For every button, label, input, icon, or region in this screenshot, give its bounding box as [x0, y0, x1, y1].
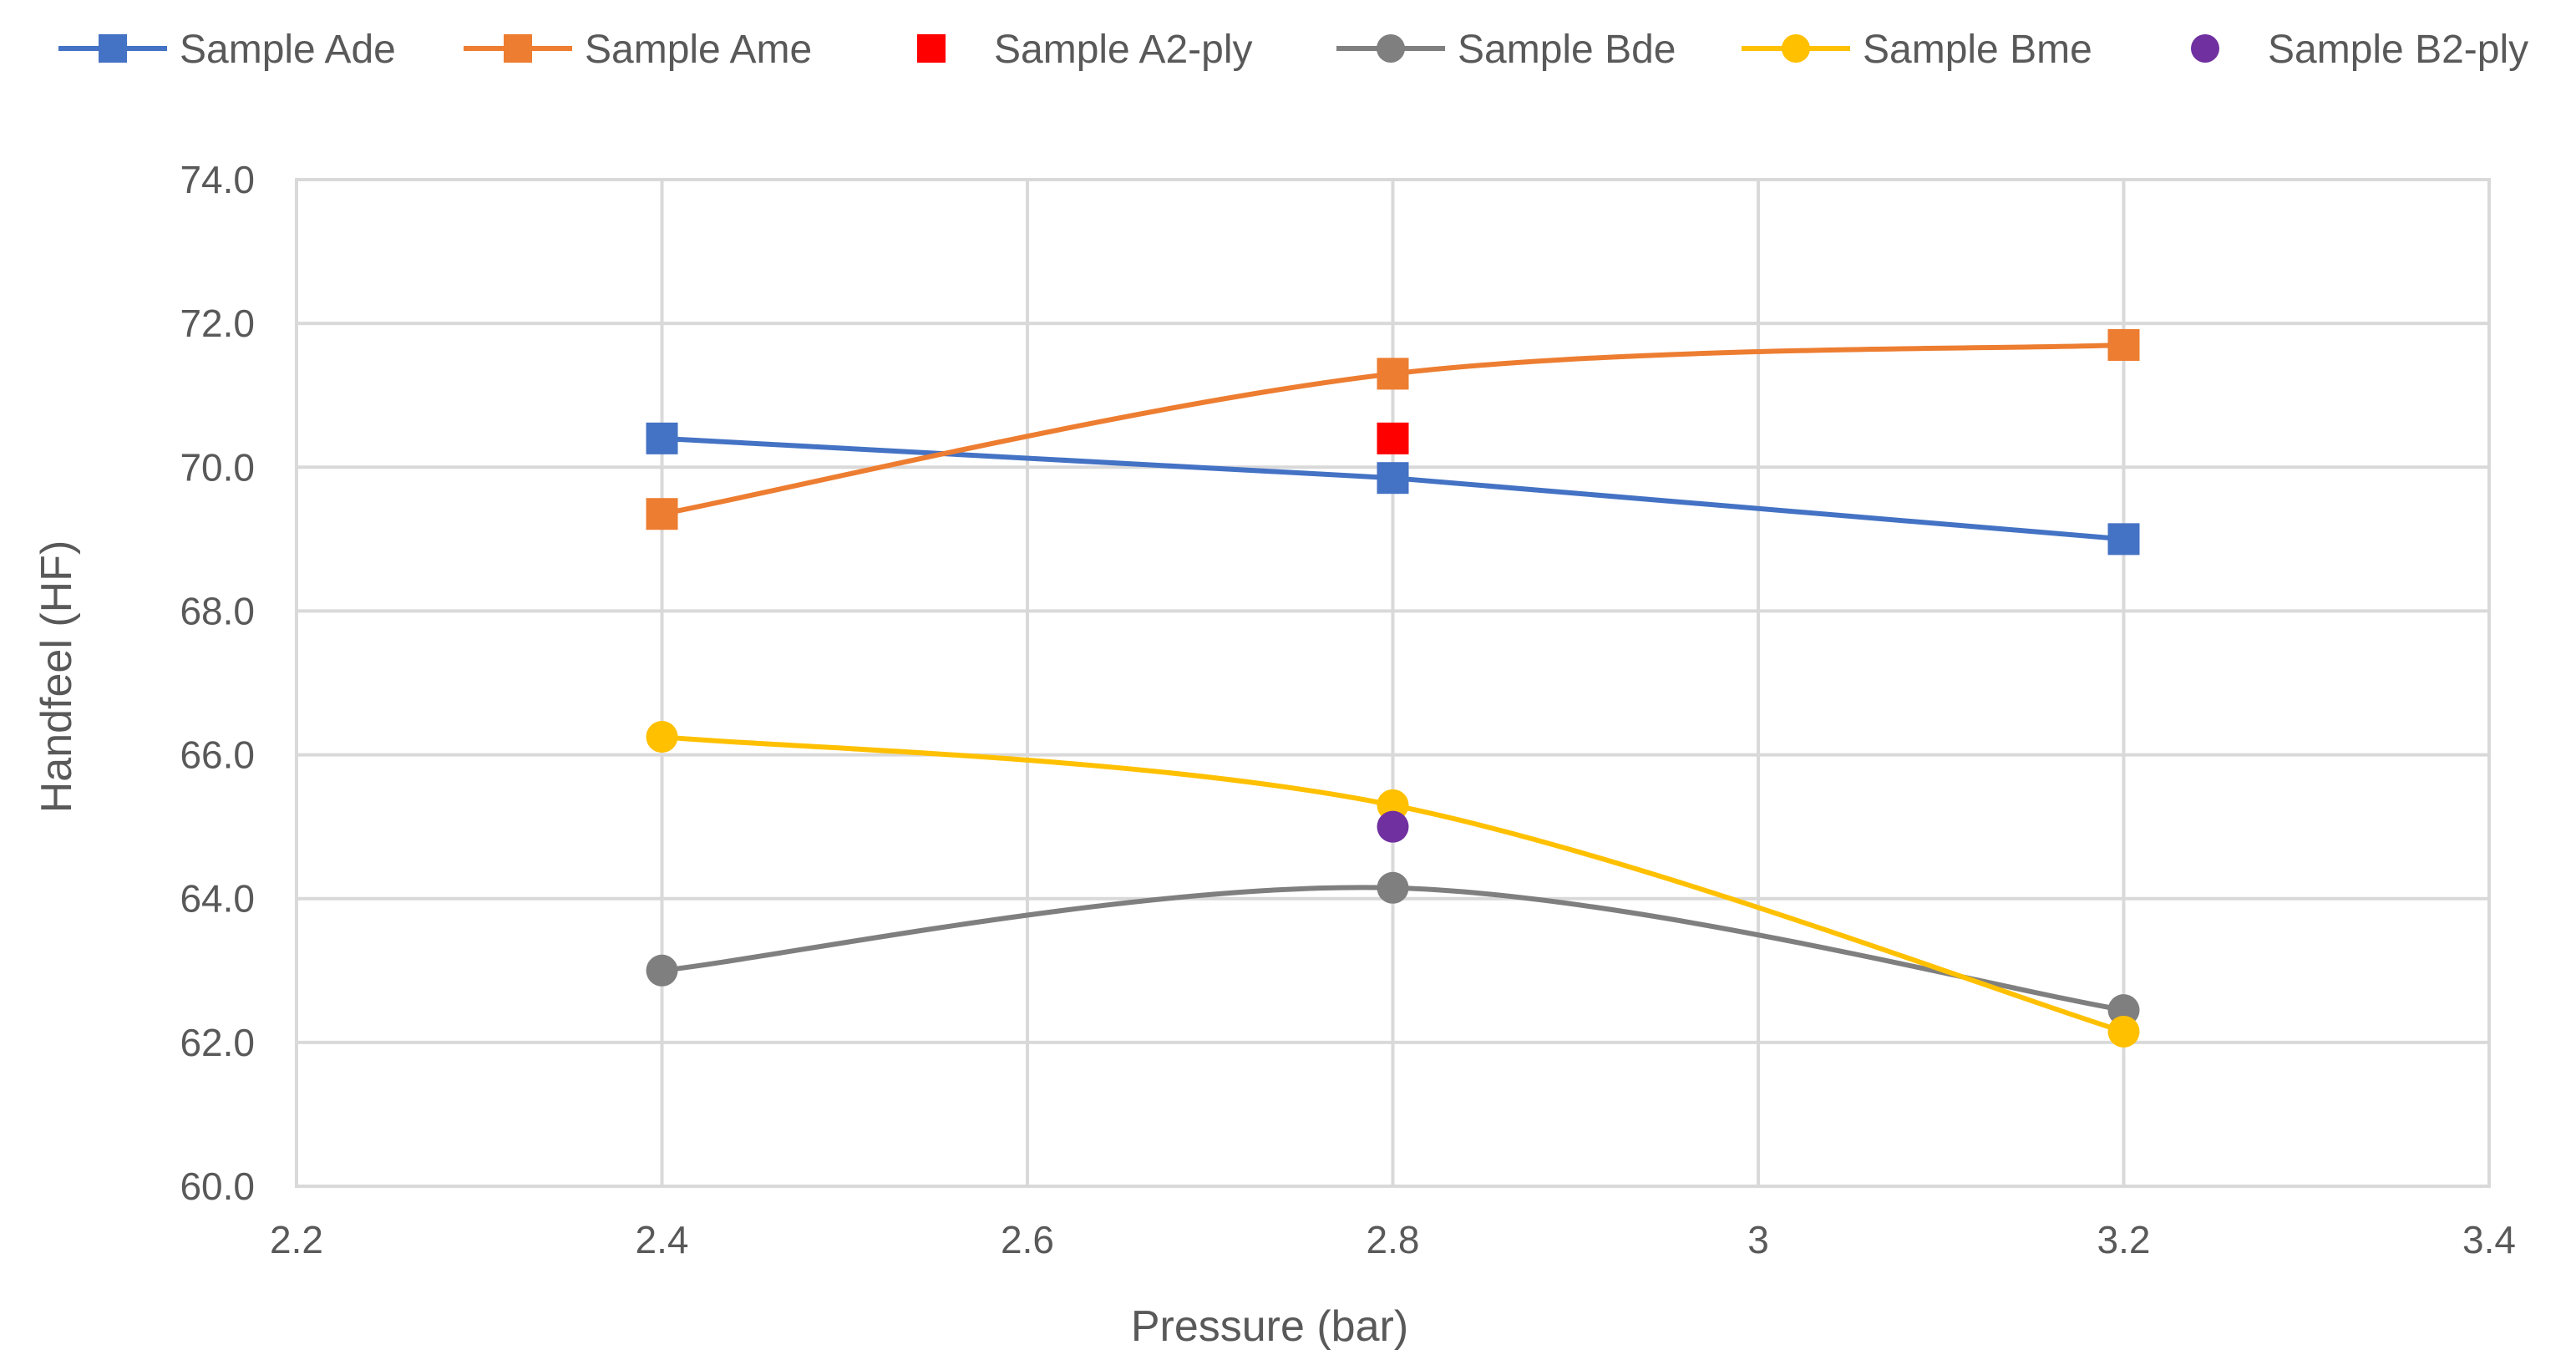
legend: Sample Ade Sample Ame Sample A2-ply Sample …	[58, 28, 2528, 72]
legend-marker-sample-ade	[99, 34, 127, 63]
x-axis-ticks: 2.2 2.4 2.6 2.8 3 3.2 3.4	[270, 1218, 2516, 1261]
x-tick-label: 3.4	[2462, 1218, 2516, 1261]
data-point-sample-b2-ply	[1377, 810, 1409, 843]
series-markers	[646, 328, 2140, 1048]
legend-marker-sample-a2-ply	[917, 34, 946, 63]
legend-label-sample-b2-ply: Sample B2-ply	[2268, 28, 2528, 72]
legend-label-sample-ade: Sample Ade	[180, 28, 396, 72]
y-axis-title: Handfeel (HF)	[33, 540, 81, 814]
data-point-sample-ade	[1377, 462, 1409, 495]
data-point-sample-ade	[646, 422, 678, 454]
y-tick-label: 72.0	[180, 302, 255, 345]
y-tick-label: 60.0	[180, 1164, 255, 1208]
data-point-sample-ame	[646, 498, 678, 530]
plot-area	[295, 178, 2491, 1188]
x-tick-label: 2.2	[270, 1218, 323, 1261]
plot-border	[295, 178, 2491, 1188]
data-point-sample-ade	[2107, 523, 2140, 556]
legend-marker-sample-bde	[1377, 34, 1405, 63]
y-tick-label: 68.0	[180, 589, 255, 632]
y-axis-ticks: 60.0 62.0 64.0 66.0 68.0 70.0 72.0 74.0	[180, 158, 255, 1208]
y-tick-label: 70.0	[180, 445, 255, 489]
data-point-sample-a2-ply	[1377, 422, 1409, 454]
legend-label-sample-bme: Sample Bme	[1863, 28, 2092, 72]
x-tick-label: 2.4	[636, 1218, 689, 1261]
x-tick-label: 3.2	[2097, 1218, 2151, 1261]
x-tick-label: 2.8	[1367, 1218, 1420, 1261]
x-tick-label: 2.6	[1001, 1218, 1054, 1261]
y-tick-label: 74.0	[180, 158, 255, 201]
data-point-sample-ame	[1377, 358, 1409, 390]
y-tick-label: 66.0	[180, 733, 255, 777]
data-point-sample-ame	[2107, 328, 2140, 361]
legend-marker-sample-ame	[504, 34, 532, 63]
data-point-sample-bme	[2107, 1015, 2140, 1048]
legend-marker-sample-b2-ply	[2191, 34, 2219, 63]
x-axis-title: Pressure (bar)	[1131, 1302, 1408, 1351]
data-point-sample-bde	[646, 954, 678, 987]
legend-label-sample-bde: Sample Bde	[1458, 28, 1676, 72]
gridlines	[295, 178, 2491, 1188]
legend-label-sample-a2-ply: Sample A2-ply	[994, 28, 1253, 72]
data-point-sample-bme	[646, 721, 678, 754]
y-tick-label: 64.0	[180, 877, 255, 921]
legend-label-sample-ame: Sample Ame	[585, 28, 812, 72]
y-tick-label: 62.0	[180, 1021, 255, 1064]
data-point-sample-bde	[1377, 871, 1409, 904]
x-tick-label: 3	[1747, 1218, 1769, 1261]
legend-marker-sample-bme	[1782, 34, 1810, 63]
